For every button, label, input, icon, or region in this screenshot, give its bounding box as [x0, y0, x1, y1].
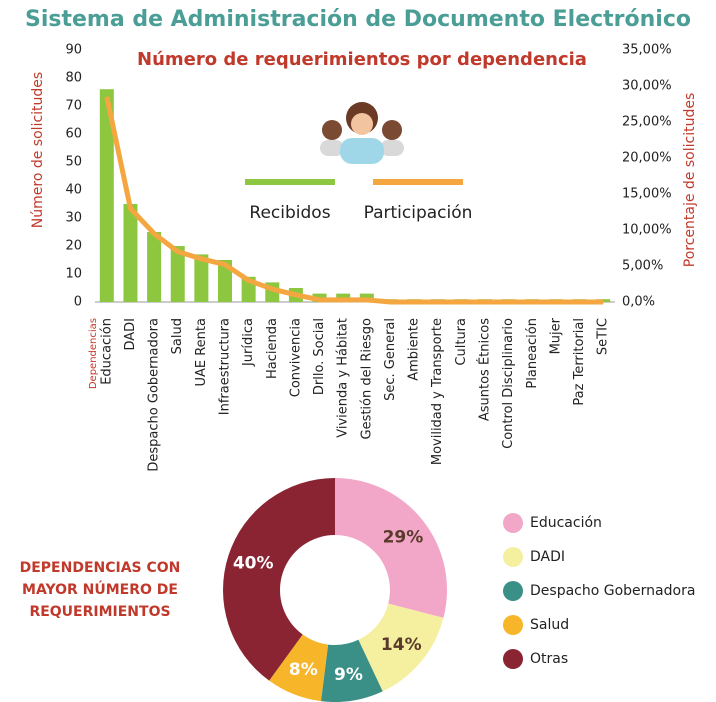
y-tick-label: 20	[65, 239, 82, 254]
donut-segment	[269, 634, 329, 702]
x-tick-label: Hacienda	[265, 318, 280, 379]
x-tick-label: Control Disciplinario	[501, 318, 516, 449]
y2-tick-label: 20,00%	[622, 151, 672, 166]
chart-title: Número de requerimientos por dependencia	[137, 49, 587, 70]
bar	[99, 89, 114, 302]
y2-tick-label: 0,0%	[622, 295, 655, 310]
x-tick-label: DADI	[123, 318, 138, 351]
y-tick-label: 30	[65, 211, 82, 226]
y2-tick-label: 15,00%	[622, 187, 672, 202]
legend-swatch	[503, 513, 523, 533]
legend-label: Recibidos	[249, 203, 330, 223]
x-tick-label: Ambiente	[407, 318, 422, 381]
x-tick-label: Salud	[170, 318, 185, 354]
x-tick-label: Cultura	[454, 318, 469, 366]
legend-swatch	[503, 547, 523, 567]
x-tick-label: Mujer	[548, 317, 563, 354]
data-label: 14%	[381, 635, 422, 655]
legend-label: DADI	[530, 549, 565, 565]
data-label: 9%	[334, 665, 363, 685]
x-tick-label: Gestión del Riesgo	[359, 318, 374, 440]
x-tick-label: Movilidad y Transporte	[430, 318, 445, 465]
y-tick-label: 10	[65, 267, 82, 282]
legend-label: Participación	[364, 203, 473, 223]
donut-segment	[320, 639, 383, 702]
y2-tick-label: 35,00%	[622, 43, 672, 58]
x-tick-label: Sec. General	[383, 318, 398, 401]
y-tick-label: 60	[65, 127, 82, 142]
bar	[218, 260, 232, 302]
x-tick-label: Drllo. Social	[312, 318, 327, 395]
y-tick-label: 50	[65, 155, 82, 170]
x-tick-label: SeTIC	[596, 318, 611, 355]
y-tick-label: 40	[65, 183, 82, 198]
x-tick-label: UAE Renta	[194, 318, 209, 387]
data-label: 8%	[289, 660, 318, 680]
donut-segment	[222, 478, 335, 681]
x-tick-label: Jurídica	[241, 318, 256, 367]
x-axis-label: Dependencias	[88, 318, 99, 389]
x-tick-label: Planeación	[525, 318, 540, 389]
bar	[194, 254, 209, 302]
y2-tick-label: 5,00%	[622, 259, 663, 274]
y2-tick-label: 10,00%	[622, 223, 672, 238]
x-tick-label: Despacho Gobernadora	[147, 318, 162, 472]
y-tick-label: 80	[65, 71, 82, 86]
bar	[170, 246, 185, 302]
legend-label: Despacho Gobernadora	[530, 583, 695, 599]
y-tick-label: 90	[65, 43, 82, 58]
x-tick-label: Infraestructura	[218, 318, 233, 415]
data-label: 29%	[383, 527, 424, 547]
legend-swatch	[503, 581, 523, 601]
donut-title: DEPENDENCIAS CON MAYOR NÚMERO DE REQUERI…	[19, 560, 181, 620]
y-tick-label: 70	[65, 99, 82, 114]
x-tick-label: Asuntos Étnicos	[477, 318, 493, 421]
y2-axis-label: Porcentaje de solicitudes	[682, 93, 698, 268]
x-tick-label: Vivienda y Hábitat	[336, 318, 351, 438]
legend-swatch	[503, 615, 523, 635]
legend-label: Otras	[530, 651, 568, 667]
data-label: 40%	[233, 553, 274, 573]
bar	[147, 232, 162, 302]
x-tick-label: Educación	[99, 318, 114, 385]
x-tick-label: Paz Territorial	[572, 318, 587, 406]
bar	[123, 204, 138, 302]
y-axis-label: Número de solicitudes	[30, 72, 46, 228]
donut-segment	[358, 603, 444, 692]
people-icon	[320, 102, 404, 164]
legend-label: Salud	[530, 617, 569, 633]
x-tick-label: Convivencia	[288, 318, 303, 397]
y-tick-label: 0	[74, 295, 82, 310]
legend-swatch	[503, 649, 523, 669]
y2-tick-label: 30,00%	[622, 79, 672, 94]
line	[104, 96, 604, 305]
page-title: Sistema de Administración de Documento E…	[25, 7, 691, 32]
legend-label: Educación	[530, 515, 602, 531]
y2-tick-label: 25,00%	[622, 115, 672, 130]
donut-segment	[335, 478, 447, 618]
